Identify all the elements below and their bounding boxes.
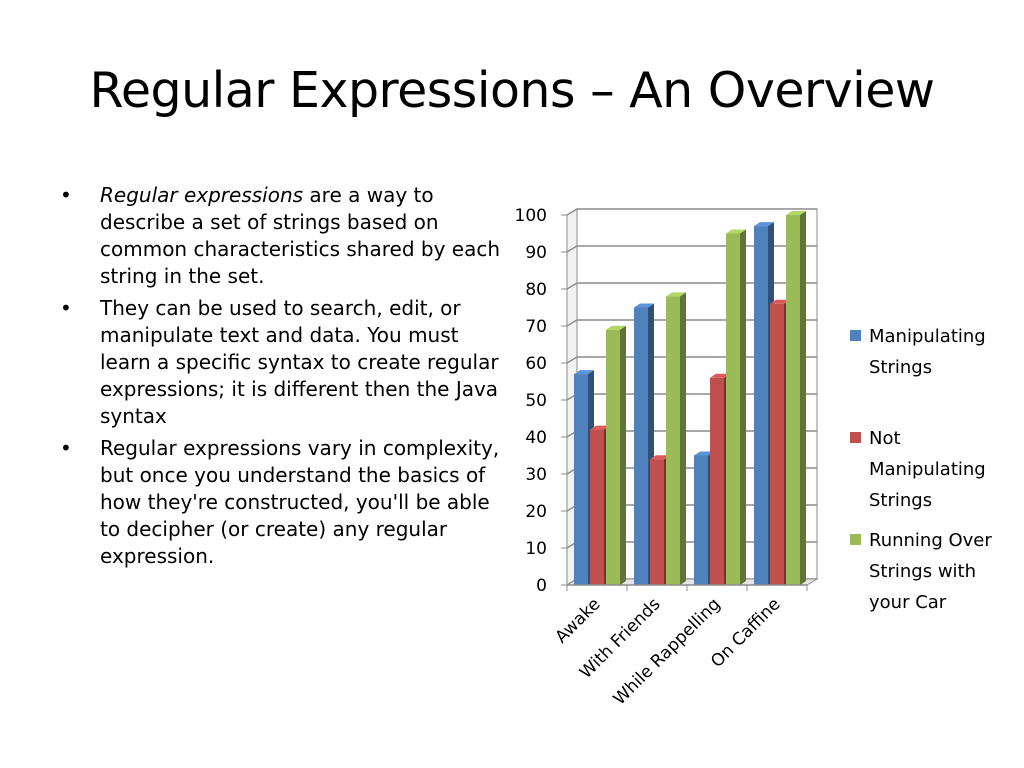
y-tick-label: 40 [525,428,547,448]
x-category-label: While Rappelling [610,594,725,709]
y-tick-label: 60 [525,354,547,374]
y-tick-label: 20 [525,502,547,522]
legend-label-line: Strings with [869,561,976,582]
bar-top [666,292,686,297]
y-tick-label: 50 [525,391,547,411]
legend-label-line: Strings [869,357,932,378]
legend-swatch [850,432,861,443]
gridline [566,208,817,216]
bullet-list: Regular expressions are a way to describ… [60,182,505,575]
bar [590,429,604,585]
legend-label-line: Running Over [869,530,992,551]
bar-top [694,451,714,456]
legend-label-line: Strings [869,490,932,511]
y-tick-label: 0 [536,576,547,596]
bullet-text: are a way to describe a set of strings b… [100,183,500,288]
bar [770,303,784,585]
y-tick-label: 80 [525,280,547,300]
bar [754,226,768,585]
bar-top [574,370,594,375]
bullet-item: Regular expressions are a way to describ… [60,182,505,290]
legend-swatch [850,330,861,341]
bar-side [620,325,626,585]
bar [786,215,800,585]
legend-label-line: Manipulating [869,459,986,480]
bar-top [726,229,746,234]
bar [694,455,708,585]
bar-top [590,425,610,430]
bar [710,377,724,585]
legend-label-line: Manipulating [869,326,986,347]
legend-swatch [850,534,861,545]
bar [650,459,664,585]
bar [574,374,588,585]
bar-top [710,373,730,378]
bar-top [754,222,774,227]
bullet-item: Regular expressions vary in complexity, … [60,435,505,570]
bar-side [800,211,806,585]
bar-side [680,292,686,585]
y-tick-label: 90 [525,243,547,263]
bar [634,307,648,585]
y-tick-label: 30 [525,465,547,485]
x-category-label: Awake [552,594,605,647]
legend-label: Running Over Strings with your Car [869,530,992,613]
bullet-text: They can be used to search, edit, or man… [100,296,499,428]
bar [726,233,740,585]
bar-top [634,303,654,308]
y-tick-label: 100 [515,206,547,226]
bar-top [606,325,626,330]
legend-label: Manipulating Strings [869,326,986,378]
slide-title: Regular Expressions – An Overview [89,62,935,119]
bar [666,296,680,585]
bar-top [650,455,670,460]
legend-label-line: Not [869,428,901,449]
y-tick-label: 10 [525,539,547,559]
y-tick-label: 70 [525,317,547,337]
bullet-emphasis: Regular expressions [100,183,304,207]
legend-label: Not Manipulating Strings [869,428,986,511]
legend-label-line: your Car [869,592,947,613]
bar [606,329,620,585]
bar-top [786,211,806,215]
bar-side [740,229,746,585]
bullet-text: Regular expressions vary in complexity, … [100,436,500,568]
bullet-item: They can be used to search, edit, or man… [60,295,505,430]
bar-top [770,299,790,304]
